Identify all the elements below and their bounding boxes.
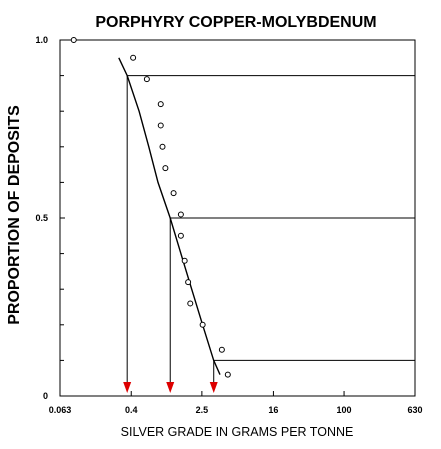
x-tick-label: 2.5	[196, 405, 209, 415]
data-point	[157, 101, 164, 108]
data-point	[224, 371, 231, 378]
y-axis-label: PROPORTION OF DEPOSITS	[6, 105, 23, 325]
data-point	[177, 211, 184, 218]
data-point	[162, 165, 169, 172]
x-axis-label: SILVER GRADE IN GRAMS PER TONNE	[121, 425, 354, 439]
x-tick-label: 16	[268, 405, 278, 415]
percentile-arrow	[166, 382, 175, 393]
chart-title: PORPHYRY COPPER-MOLYBDENUM	[95, 14, 376, 31]
x-tick-label: 0.063	[49, 405, 72, 415]
axis-ticks: 0.063 0.4 2.5 16 100 630 0 0.5 1.0	[35, 35, 422, 415]
data-point	[185, 279, 192, 286]
x-tick-label: 630	[407, 405, 422, 415]
data-point	[181, 257, 188, 264]
data-point	[177, 232, 184, 239]
y-tick-label: 1.0	[35, 35, 48, 45]
data-point	[157, 122, 164, 129]
data-point	[187, 300, 194, 307]
percentile-arrow	[209, 382, 218, 393]
data-point	[199, 321, 206, 328]
x-tick-label: 0.4	[125, 405, 138, 415]
data-points	[70, 37, 231, 378]
y-tick-label: 0.5	[35, 213, 48, 223]
data-point	[130, 54, 137, 61]
data-point	[170, 190, 177, 197]
percentile-guides	[123, 75, 415, 393]
data-point	[159, 143, 166, 150]
fitted-curve	[118, 57, 221, 375]
y-tick-label: 0	[43, 391, 48, 401]
percentile-arrow	[123, 382, 132, 393]
x-tick-label: 100	[337, 405, 352, 415]
data-point	[143, 76, 150, 83]
data-point	[70, 37, 77, 43]
data-point	[218, 346, 225, 353]
